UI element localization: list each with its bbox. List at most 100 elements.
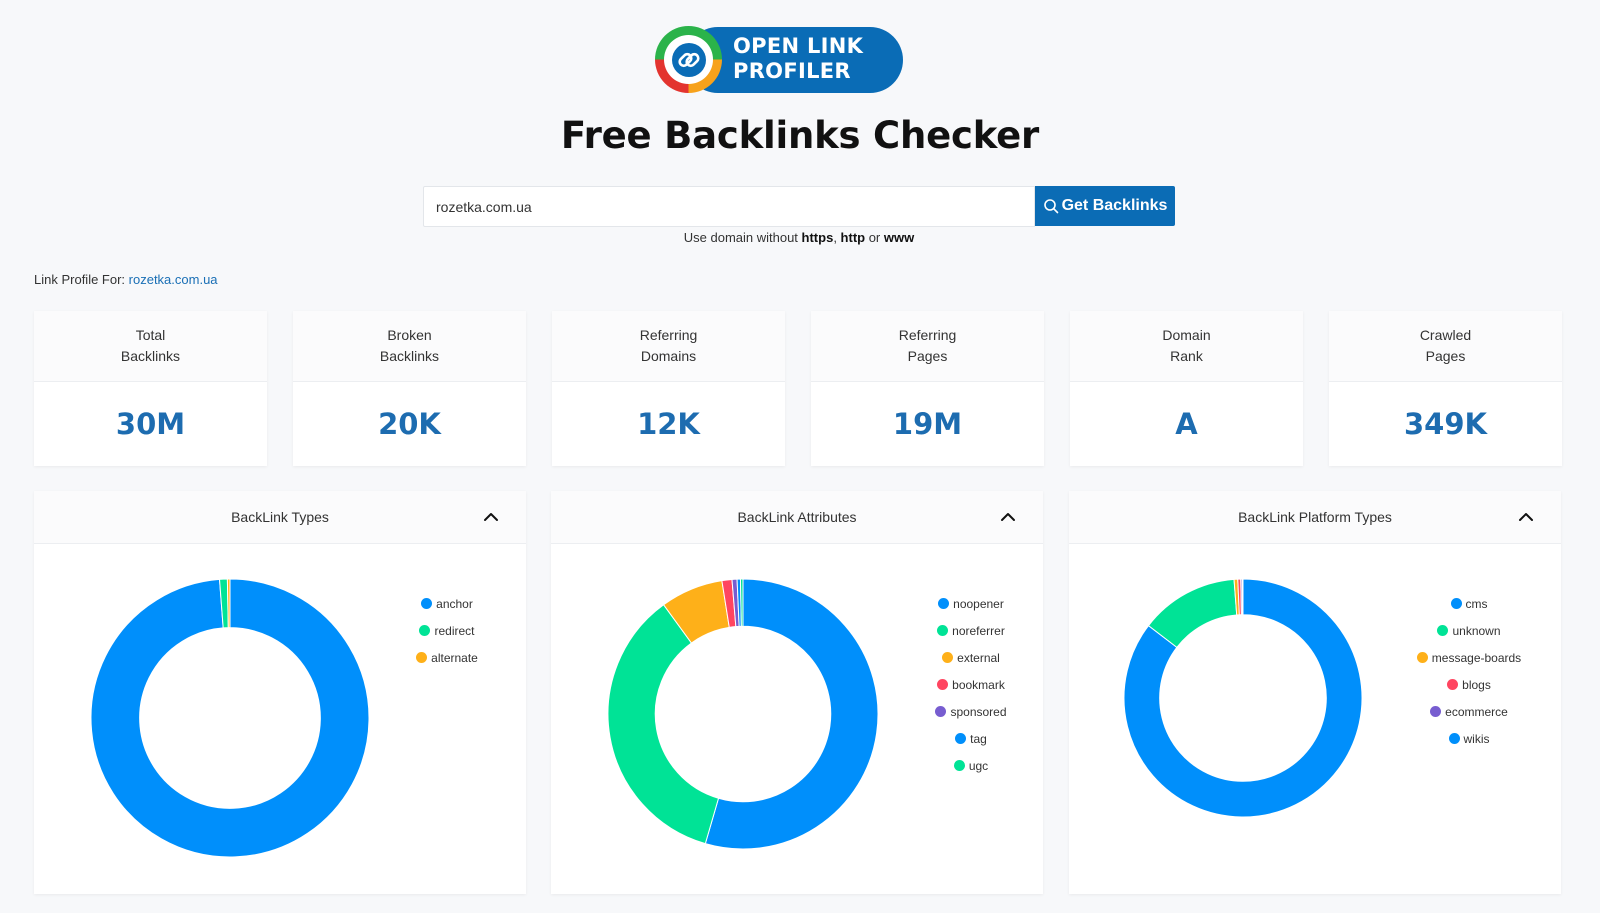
legend-marker	[421, 598, 433, 609]
stat-label-line1: Referring	[639, 327, 698, 343]
stat-value: 30M	[115, 407, 186, 441]
profile-domain-link[interactable]: rozetka.com.ua	[128, 272, 218, 287]
stat-card-referring-domains: Referring Domains 12K	[552, 311, 785, 466]
legend-label: alternate	[431, 650, 478, 665]
search-bar: Get Backlinks	[423, 186, 1175, 227]
search-icon	[1043, 199, 1058, 214]
legend-marker	[938, 598, 950, 609]
donut-slice-noopener[interactable]	[704, 578, 879, 850]
legend-label: redirect	[434, 623, 475, 638]
legend-label: tag	[970, 731, 987, 746]
legend-label: wikis	[1463, 731, 1490, 746]
legend-label: external	[957, 650, 1000, 665]
logo-text: OPEN LINK PROFILER	[733, 34, 863, 84]
stat-label: Referring Domains	[552, 311, 785, 382]
legend-item-tag[interactable]: tag	[921, 725, 1021, 752]
legend-item-anchor[interactable]: anchor	[402, 590, 492, 617]
stat-label-line2: Pages	[907, 348, 948, 364]
donut-chart-backlink-attributes	[607, 578, 879, 850]
legend-marker	[1416, 652, 1428, 663]
legend-item-noopener[interactable]: noopener	[921, 590, 1021, 617]
hint-sep-1: ,	[833, 230, 841, 245]
search-hint: Use domain without https, http or www	[423, 230, 1175, 245]
page-title: Free Backlinks Checker	[560, 114, 1040, 157]
stat-label-line2: Rank	[1170, 348, 1203, 364]
logo-line-1: OPEN LINK	[733, 34, 864, 58]
legend-item-ecommerce[interactable]: ecommerce	[1409, 698, 1529, 725]
panel-header: BackLink Types	[34, 491, 526, 544]
panel-header: BackLink Platform Types	[1069, 491, 1561, 544]
logo-line-2: PROFILER	[733, 59, 851, 83]
legend-label: cms	[1465, 596, 1488, 611]
donut-slice-alternate[interactable]	[226, 578, 231, 629]
legend-marker	[1450, 598, 1462, 609]
donut-slice-noreferrer[interactable]	[607, 604, 720, 845]
legend-label: ugc	[968, 758, 989, 773]
legend-marker	[1448, 733, 1460, 744]
legend-backlink-attributes: noopener noreferrer external bookmark sponso…	[921, 590, 1021, 779]
hint-www: www	[883, 230, 915, 245]
logo-ring	[655, 26, 722, 93]
legend-item-bookmark[interactable]: bookmark	[921, 671, 1021, 698]
legend-item-redirect[interactable]: redirect	[402, 617, 492, 644]
donut-slice-wikis[interactable]	[1241, 578, 1244, 616]
panel-title: BackLink Attributes	[737, 509, 857, 525]
chevron-up-icon[interactable]	[482, 508, 500, 526]
stat-label-line1: Total	[135, 327, 166, 343]
legend-label: unknown	[1452, 623, 1501, 638]
legend-item-sponsored[interactable]: sponsored	[921, 698, 1021, 725]
legend-item-ugc[interactable]: ugc	[921, 752, 1021, 779]
stat-label: Crawled Pages	[1329, 311, 1562, 382]
legend-backlink-platform-types: cms unknown message-boards blogs ecommerce wi…	[1409, 590, 1529, 752]
donut-slice-ugc[interactable]	[739, 578, 744, 627]
legend-marker	[953, 760, 965, 771]
panel-backlink-types: BackLink Types anchor redirect alternate	[34, 491, 526, 894]
chevron-up-icon[interactable]	[999, 508, 1017, 526]
stat-card-domain-rank: Domain Rank A	[1070, 311, 1303, 466]
legend-label: noopener	[953, 596, 1004, 611]
legend-label: anchor	[436, 596, 473, 611]
profile-label: Link Profile For:	[34, 272, 129, 287]
legend-marker	[1437, 625, 1449, 636]
legend-label: ecommerce	[1445, 704, 1508, 719]
legend-marker	[1447, 679, 1459, 690]
legend-item-message-boards[interactable]: message-boards	[1409, 644, 1529, 671]
stat-value: 20K	[378, 407, 441, 441]
stat-card-total-backlinks: Total Backlinks 30M	[34, 311, 267, 466]
stat-label-line2: Backlinks	[379, 348, 440, 364]
stat-label-line2: Domains	[640, 348, 697, 364]
stat-value: 349K	[1403, 407, 1487, 441]
stat-label-line1: Broken	[387, 327, 432, 343]
legend-marker	[955, 733, 967, 744]
panel-backlink-platform-types: BackLink Platform Types cms unknown messag…	[1069, 491, 1561, 894]
legend-backlink-types: anchor redirect alternate	[402, 590, 492, 671]
get-backlinks-button[interactable]: Get Backlinks	[1035, 186, 1175, 226]
donut-slice-anchor[interactable]	[90, 578, 370, 858]
legend-item-wikis[interactable]: wikis	[1409, 725, 1529, 752]
donut-chart-backlink-platform-types	[1123, 578, 1363, 818]
legend-item-blogs[interactable]: blogs	[1409, 671, 1529, 698]
stat-card-referring-pages: Referring Pages 19M	[811, 311, 1044, 466]
legend-item-unknown[interactable]: unknown	[1409, 617, 1529, 644]
legend-item-cms[interactable]: cms	[1409, 590, 1529, 617]
legend-label: sponsored	[950, 704, 1007, 719]
hint-https: https	[801, 230, 834, 245]
legend-label: blogs	[1462, 677, 1491, 692]
panel-header: BackLink Attributes	[551, 491, 1043, 544]
donut-slice-cms[interactable]	[1123, 578, 1363, 818]
link-profile-for: Link Profile For: rozetka.com.ua	[34, 272, 218, 287]
stat-label: Broken Backlinks	[293, 311, 526, 382]
stat-card-broken-backlinks: Broken Backlinks 20K	[293, 311, 526, 466]
logo[interactable]: OPEN LINK PROFILER	[655, 26, 903, 93]
chevron-up-icon[interactable]	[1517, 508, 1535, 526]
legend-marker	[942, 652, 954, 663]
legend-item-noreferrer[interactable]: noreferrer	[921, 617, 1021, 644]
panel-title: BackLink Types	[231, 509, 329, 525]
stat-label: Total Backlinks	[34, 311, 267, 382]
legend-item-alternate[interactable]: alternate	[402, 644, 492, 671]
legend-label: message-boards	[1431, 650, 1522, 665]
stat-label-line1: Crawled	[1419, 327, 1472, 343]
legend-item-external[interactable]: external	[921, 644, 1021, 671]
legend-marker	[937, 679, 949, 690]
domain-input[interactable]	[423, 186, 1035, 227]
